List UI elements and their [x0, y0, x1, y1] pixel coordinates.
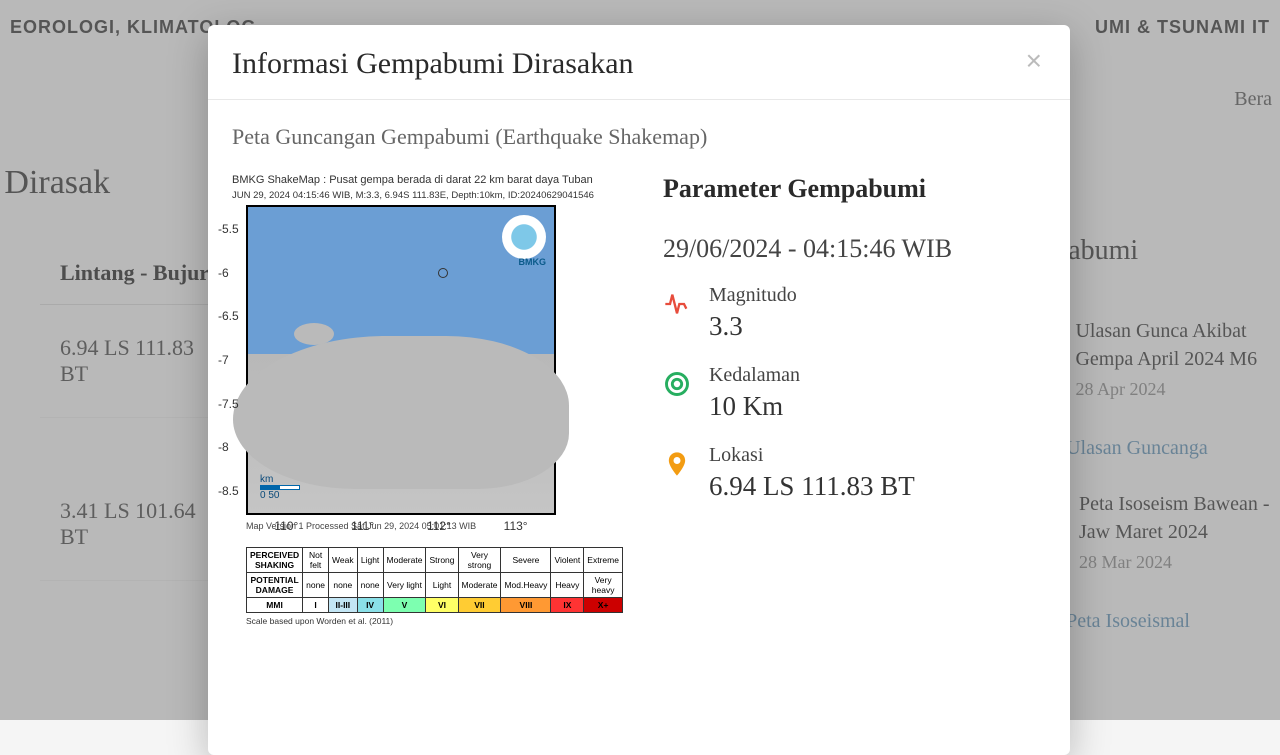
bmkg-logo-icon: [502, 215, 546, 259]
shakemap-image: BMKG km 0 50 -5.5-6-6.5-7-7.5-8-8.5 110°…: [246, 205, 556, 515]
map-scale: km 0 50: [260, 474, 300, 501]
map-subcaption: JUN 29, 2024 04:15:46 WIB, M:3.3, 6.94S …: [232, 190, 623, 201]
modal-header: Informasi Gempabumi Dirasakan ×: [208, 25, 1070, 100]
location-value: 6.94 LS 111.83 BT: [709, 471, 915, 502]
mmi-scale-table: PERCEIVED SHAKINGNot feltWeakLightModera…: [246, 547, 623, 613]
param-location: Lokasi 6.94 LS 111.83 BT: [663, 444, 1046, 502]
depth-icon: [663, 370, 691, 398]
modal-title: Informasi Gempabumi Dirasakan: [232, 47, 634, 81]
location-label: Lokasi: [709, 444, 915, 467]
parameters-column: Parameter Gempabumi 29/06/2024 - 04:15:4…: [663, 174, 1046, 626]
depth-label: Kedalaman: [709, 364, 800, 387]
shakemap-heading: Peta Guncangan Gempabumi (Earthquake Sha…: [232, 124, 1046, 150]
map-caption: BMKG ShakeMap : Pusat gempa berada di da…: [232, 174, 623, 186]
param-magnitude: Magnitudo 3.3: [663, 284, 1046, 342]
shakemap-column: BMKG ShakeMap : Pusat gempa berada di da…: [232, 174, 623, 626]
earthquake-info-modal: Informasi Gempabumi Dirasakan × Peta Gun…: [208, 25, 1070, 755]
location-icon: [663, 450, 691, 478]
magnitude-icon: [663, 290, 691, 318]
parameter-datetime: 29/06/2024 - 04:15:46 WIB: [663, 234, 1046, 264]
bmkg-logo-text: BMKG: [519, 257, 547, 267]
mmi-footer: Scale based upon Worden et al. (2011): [246, 616, 623, 626]
modal-body: Peta Guncangan Gempabumi (Earthquake Sha…: [208, 100, 1070, 650]
param-depth: Kedalaman 10 Km: [663, 364, 1046, 422]
magnitude-value: 3.3: [709, 311, 797, 342]
close-icon[interactable]: ×: [1022, 47, 1046, 75]
magnitude-label: Magnitudo: [709, 284, 797, 307]
parameters-title: Parameter Gempabumi: [663, 174, 1046, 204]
depth-value: 10 Km: [709, 391, 800, 422]
